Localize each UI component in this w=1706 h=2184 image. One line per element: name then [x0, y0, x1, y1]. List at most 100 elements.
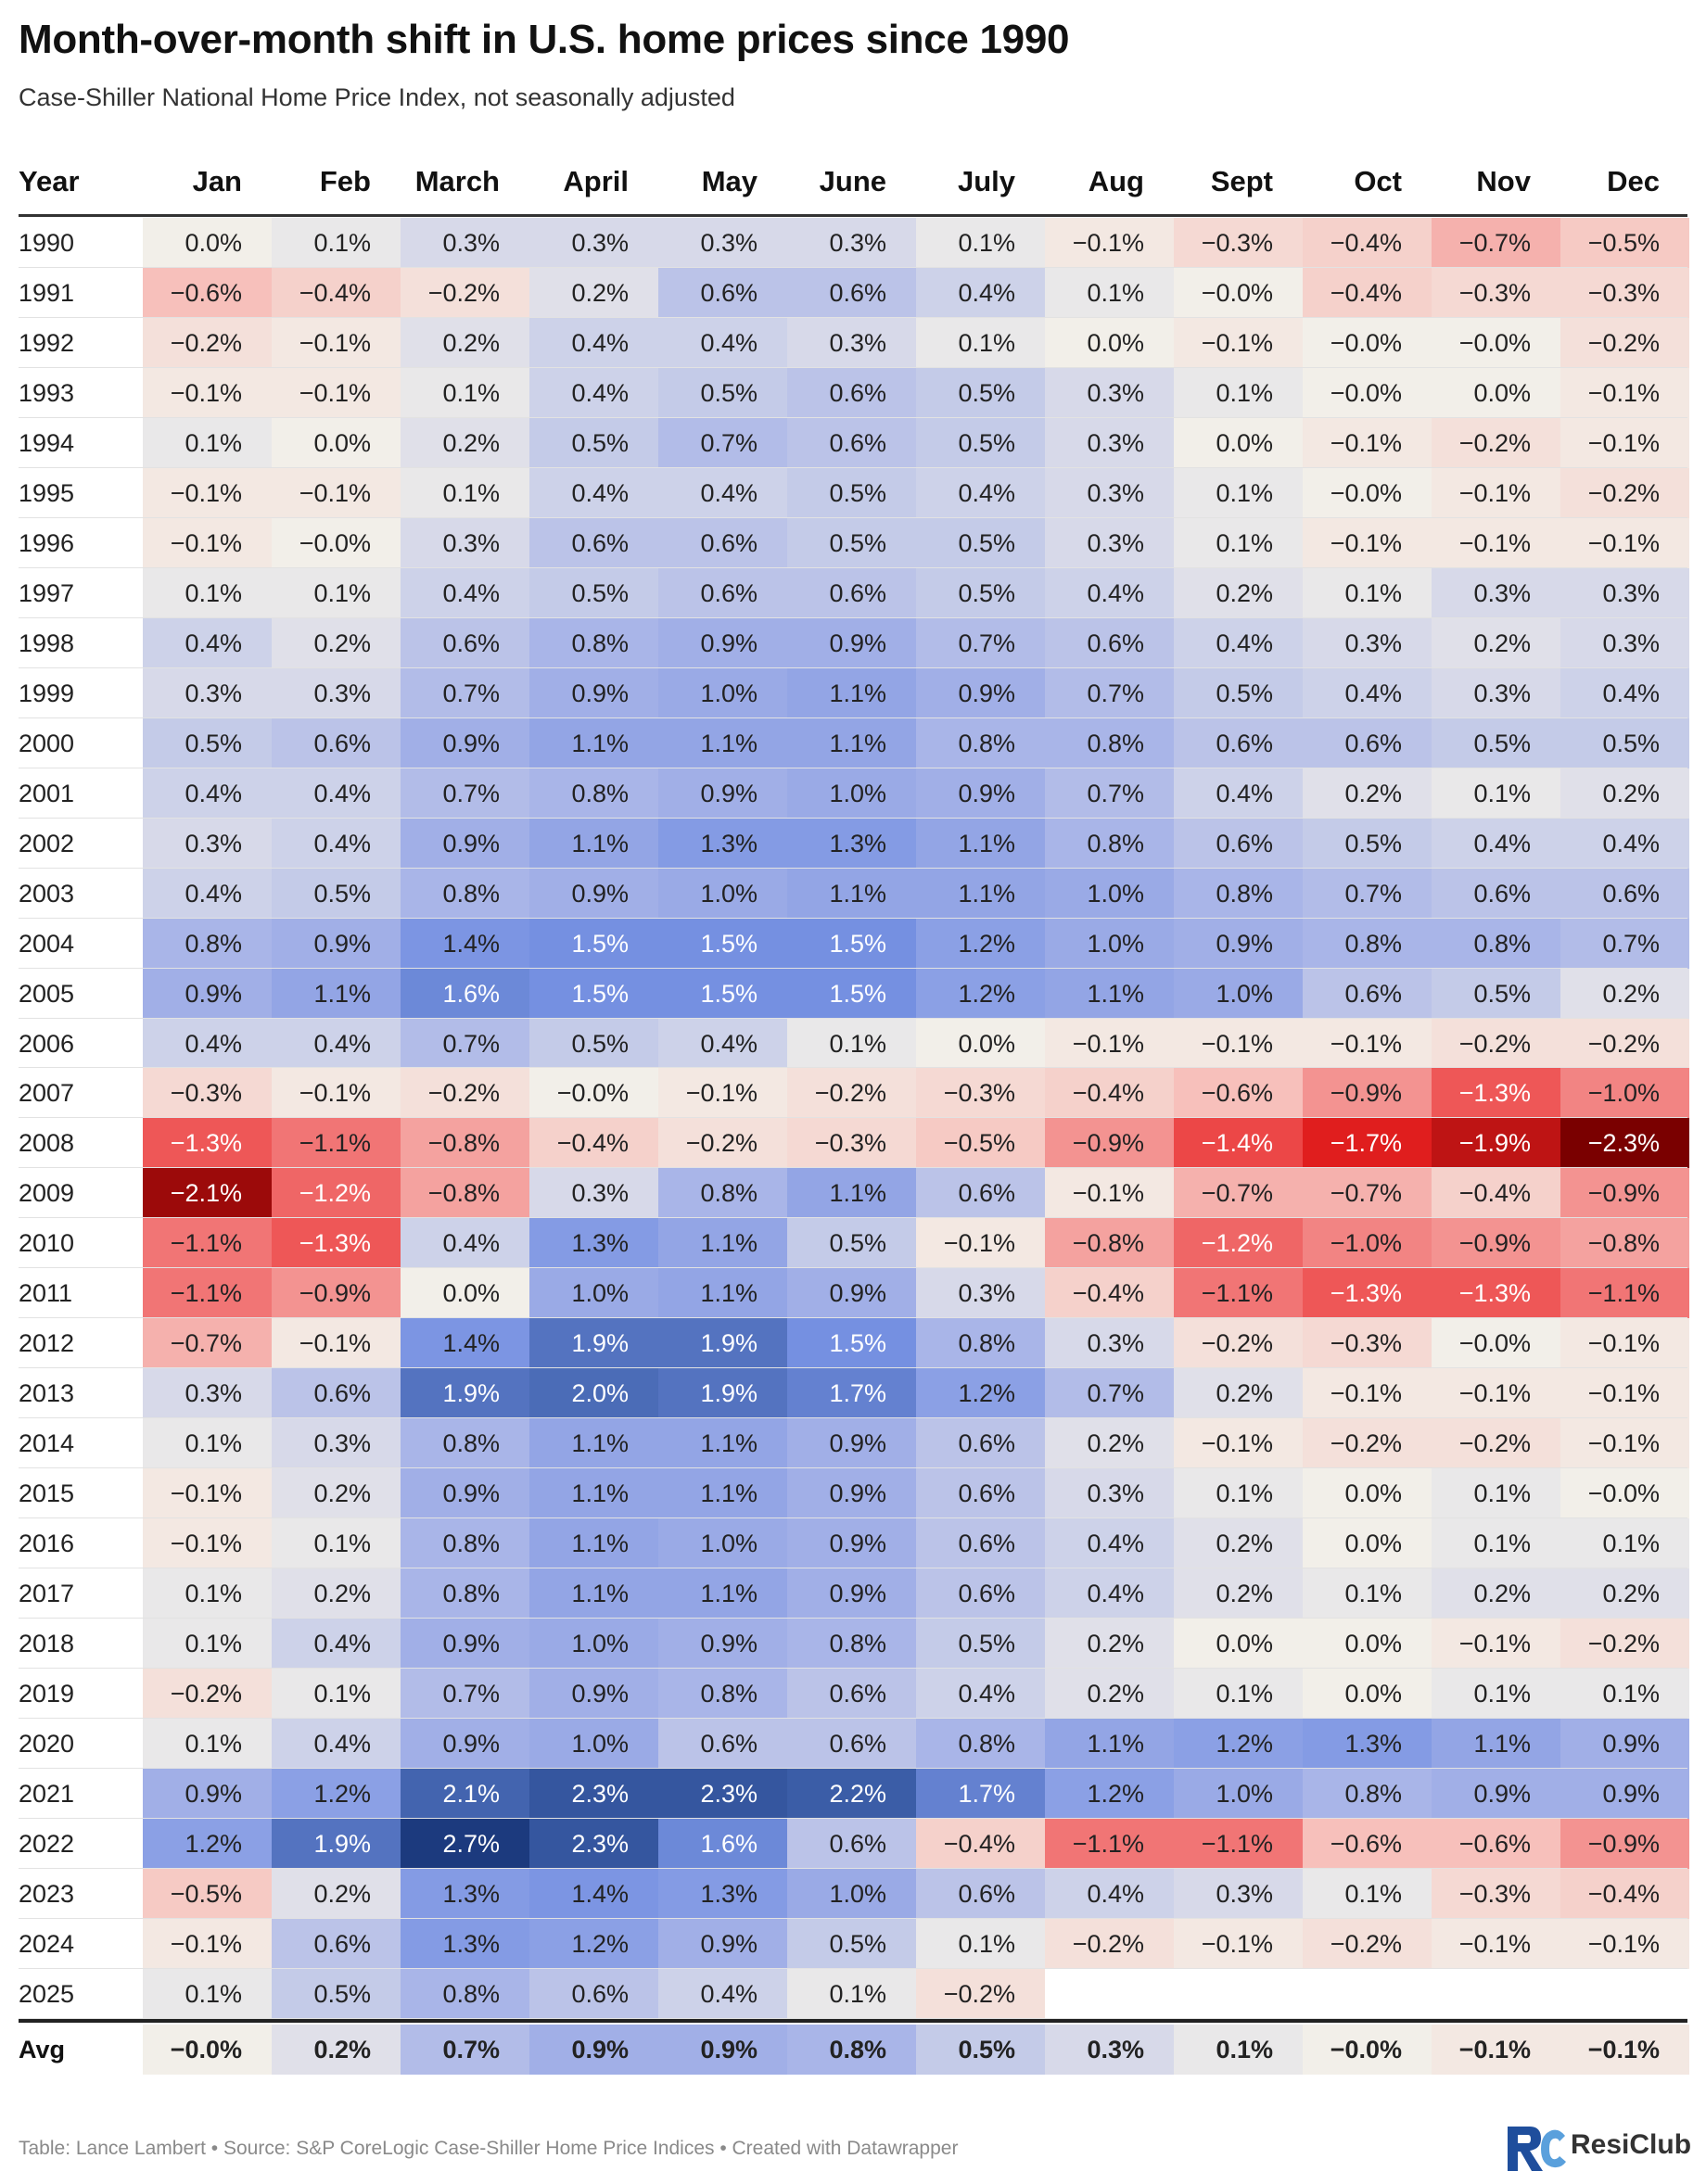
heatmap-cell: −0.0% [1303, 317, 1432, 369]
heatmap-cell: 1.9% [529, 1318, 658, 1369]
heatmap-cell: 0.9% [658, 1918, 787, 1970]
heatmap-cell: 1.1% [787, 868, 916, 920]
heatmap-cell: 1.9% [401, 1368, 529, 1419]
heatmap-cell: 0.1% [916, 317, 1045, 369]
heatmap-cell: −0.1% [1560, 417, 1689, 469]
heatmap-cell: −1.3% [1432, 1068, 1560, 1119]
heatmap-cell: 0.1% [1432, 1669, 1560, 1720]
row-year-label: 2011 [19, 1279, 73, 1308]
heatmap-cell: 0.6% [272, 717, 401, 769]
heatmap-cell: −0.1% [1303, 1018, 1432, 1069]
heatmap-cell: −0.0% [1303, 467, 1432, 519]
heatmap-cell: −0.1% [143, 467, 272, 519]
heatmap-cell: 1.3% [658, 1869, 787, 1920]
heatmap-cell: 0.9% [787, 1468, 916, 1519]
heatmap-cell: 0.1% [143, 1418, 272, 1469]
heatmap-cell: 1.6% [658, 1819, 787, 1870]
heatmap-cell: 0.6% [1303, 968, 1432, 1020]
heatmap-cell: 1.3% [787, 818, 916, 870]
row-year-label: 1994 [19, 428, 75, 457]
heatmap-cell: 0.5% [272, 868, 401, 920]
heatmap-cell: 0.4% [143, 1018, 272, 1069]
row-divider [19, 867, 1687, 869]
column-header-april: April [563, 165, 629, 197]
row-year-label: 2014 [19, 1429, 75, 1458]
heatmap-cell: 0.3% [1560, 567, 1689, 619]
heatmap-cell: 1.1% [1045, 968, 1174, 1020]
heatmap-cell: 0.4% [916, 1669, 1045, 1720]
heatmap-cell: 0.8% [143, 918, 272, 970]
heatmap-cell: 0.8% [1045, 717, 1174, 769]
heatmap-cell: −0.3% [916, 1068, 1045, 1119]
heatmap-cell: 0.1% [916, 1918, 1045, 1970]
column-header-year: Year [19, 165, 80, 197]
row-year-label: 2002 [19, 829, 75, 857]
heatmap-cell: −0.8% [1560, 1218, 1689, 1269]
heatmap-cell: 0.0% [1174, 1619, 1303, 1670]
heatmap-cell: 0.6% [916, 1418, 1045, 1469]
heatmap-cell: 0.5% [916, 417, 1045, 469]
heatmap-cell: 0.0% [1303, 1518, 1432, 1569]
heatmap-cell: 0.3% [1174, 1869, 1303, 1920]
heatmap-cell: 0.6% [787, 567, 916, 619]
heatmap-cell: −0.1% [916, 1218, 1045, 1269]
heatmap-cell: 0.4% [272, 1018, 401, 1069]
row-divider [19, 667, 1687, 668]
heatmap-cell: 1.1% [529, 1418, 658, 1469]
heatmap-cell: 0.7% [401, 768, 529, 819]
heatmap-cell: −0.1% [272, 317, 401, 369]
heatmap-cell: 1.5% [658, 918, 787, 970]
heatmap-cell: −0.2% [401, 1068, 529, 1119]
avg-cell: 0.5% [916, 2024, 1045, 2075]
heatmap-cell: 0.3% [1045, 467, 1174, 519]
heatmap-cell: 1.2% [1174, 1719, 1303, 1770]
row-divider [19, 466, 1687, 468]
heatmap-cell: 1.3% [401, 1918, 529, 1970]
heatmap-cell: 0.5% [916, 1619, 1045, 1670]
heatmap-cell: 0.1% [1174, 367, 1303, 419]
heatmap-cell: 0.4% [272, 818, 401, 870]
heatmap-cell: 0.8% [529, 617, 658, 669]
heatmap-cell: 0.4% [1174, 617, 1303, 669]
heatmap-cell: 0.2% [1432, 1568, 1560, 1619]
heatmap-cell: 0.8% [787, 1619, 916, 1670]
heatmap-cell: 0.4% [272, 1719, 401, 1770]
heatmap-cell: −0.2% [1174, 1318, 1303, 1369]
heatmap-cell: −0.2% [143, 1669, 272, 1720]
heatmap-cell: −1.2% [1174, 1218, 1303, 1269]
heatmap-cell: 0.0% [1174, 417, 1303, 469]
heatmap-cell: 0.8% [401, 1568, 529, 1619]
heatmap-cell: 0.3% [143, 1368, 272, 1419]
heatmap-cell: 0.6% [916, 1168, 1045, 1219]
heatmap-cell: 1.2% [1045, 1769, 1174, 1820]
heatmap-cell: −0.3% [143, 1068, 272, 1119]
heatmap-cell: 0.1% [272, 1669, 401, 1720]
avg-rule [19, 2018, 1687, 2023]
row-year-label: 2013 [19, 1379, 75, 1408]
heatmap-cell: 0.9% [787, 1268, 916, 1319]
heatmap-cell: −1.0% [1303, 1218, 1432, 1269]
row-year-label: 2005 [19, 979, 75, 1008]
row-divider [19, 516, 1687, 518]
heatmap-cell: 0.3% [1045, 517, 1174, 569]
column-header-feb: Feb [319, 165, 371, 197]
heatmap-cell: 0.2% [272, 1869, 401, 1920]
row-year-label: 2016 [19, 1530, 75, 1558]
heatmap-cell: 0.9% [401, 1719, 529, 1770]
heatmap-cell: −1.0% [1560, 1068, 1689, 1119]
heatmap-cell: −1.1% [143, 1218, 272, 1269]
heatmap-cell: 0.9% [143, 968, 272, 1020]
row-divider [19, 316, 1687, 318]
heatmap-cell: 1.1% [529, 1568, 658, 1619]
heatmap-cell: −0.3% [1432, 267, 1560, 319]
heatmap-cell: 0.4% [658, 467, 787, 519]
heatmap-cell: 0.9% [658, 617, 787, 669]
heatmap-cell: −1.1% [1045, 1819, 1174, 1870]
row-year-label: 2006 [19, 1029, 75, 1058]
heatmap-cell: 0.1% [1560, 1669, 1689, 1720]
heatmap-cell: −1.7% [1303, 1118, 1432, 1169]
heatmap-cell: 1.1% [658, 1418, 787, 1469]
heatmap-cell: 0.2% [1560, 768, 1689, 819]
heatmap-cell: 0.6% [787, 267, 916, 319]
heatmap-cell: 0.9% [1432, 1769, 1560, 1820]
